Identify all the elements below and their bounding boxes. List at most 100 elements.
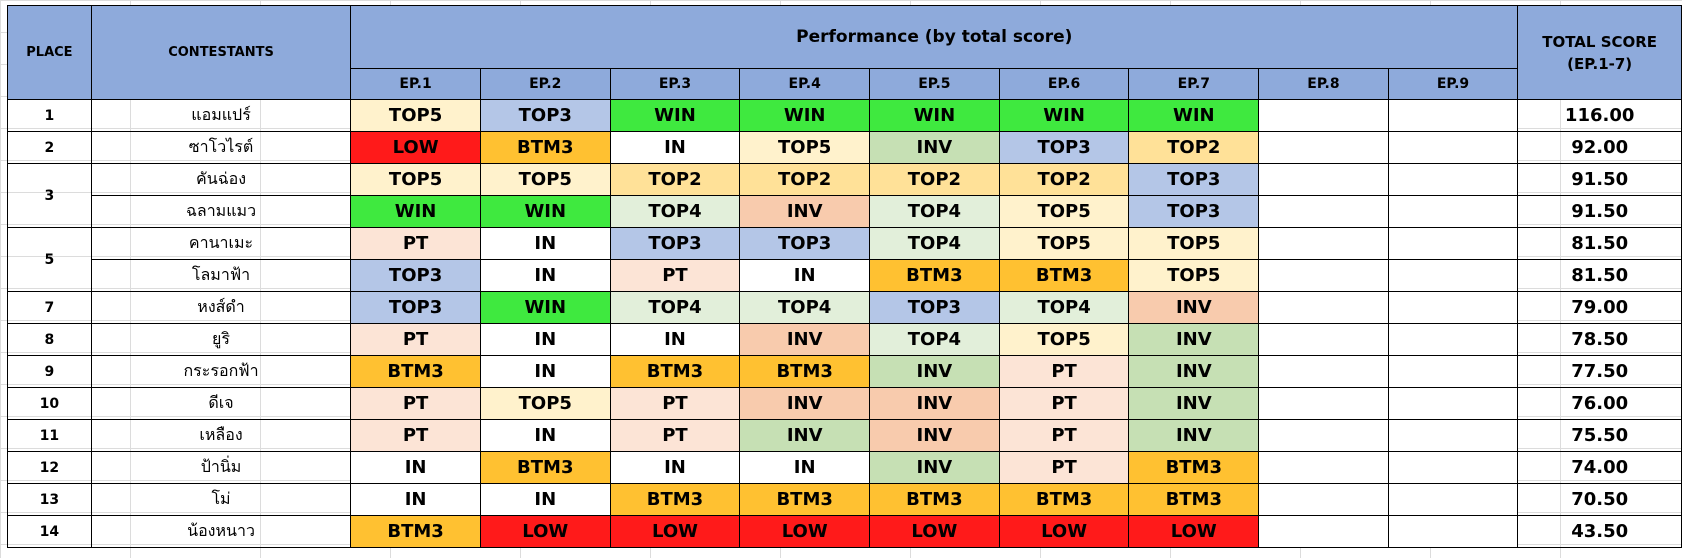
result-cell-ep1: PT (350, 323, 481, 356)
episode-header-2: EP.2 (479, 68, 611, 100)
result-cell-ep1: BTM3 (350, 355, 481, 388)
result-cell-ep4: LOW (739, 515, 871, 548)
result-cell-ep7: INV (1128, 291, 1260, 324)
result-cell-ep5: INV (869, 355, 1000, 388)
table-row: โลมาฟ้า TOP3 IN PT IN BTM3 BTM3 TOP5 81.50 (8, 259, 1682, 292)
total-score-title: TOTAL SCORE (1542, 32, 1658, 51)
result-cell-ep8 (1258, 195, 1389, 228)
contestant-name: ซาโวไรต์ (90, 131, 352, 164)
result-cell-ep3: PT (609, 259, 741, 292)
table-row: 8 ยูริ PT IN IN INV TOP4 TOP5 INV 78.50 (7, 323, 1682, 356)
result-cell-ep1: PT (350, 387, 481, 420)
result-cell-ep7: INV (1128, 387, 1260, 420)
result-cell-ep6: TOP3 (998, 131, 1130, 164)
total-score-cell: 74.00 (1517, 451, 1682, 484)
table-row: 14 น้องหนาว BTM3 LOW LOW LOW LOW LOW LOW 43.50 (7, 515, 1682, 548)
contestant-name: ดีเจ (90, 387, 352, 420)
result-cell-ep8 (1258, 419, 1389, 452)
total-score-cell: 78.50 (1517, 323, 1682, 356)
result-cell-ep9 (1387, 355, 1519, 388)
place-cell: 13 (7, 483, 92, 516)
place-cell: 11 (7, 419, 92, 452)
contestant-name: โม่ (90, 483, 352, 516)
result-cell-ep4: TOP3 (739, 227, 871, 260)
contestant-name: โลมาฟ้า (90, 259, 352, 292)
total-score-cell: 43.50 (1517, 515, 1682, 548)
result-cell-ep8 (1258, 227, 1389, 260)
result-cell-ep7: INV (1128, 323, 1260, 356)
episode-header-5: EP.5 (869, 68, 1000, 100)
total-score-cell: 77.50 (1517, 355, 1682, 388)
result-cell-ep2: IN (479, 323, 611, 356)
contestant-name: น้องหนาว (90, 515, 352, 548)
result-cell-ep9 (1387, 131, 1519, 164)
result-cell-ep6: BTM3 (998, 483, 1130, 516)
result-cell-ep5: TOP4 (869, 227, 1000, 260)
result-cell-ep8 (1258, 515, 1389, 548)
contestant-name: เหลือง (90, 419, 352, 452)
result-cell-ep5: TOP3 (869, 291, 1000, 324)
contestant-name: ฉลามแมว (90, 195, 352, 228)
result-cell-ep6: TOP2 (998, 163, 1130, 196)
result-cell-ep2: IN (479, 483, 611, 516)
result-cell-ep7: BTM3 (1128, 451, 1260, 484)
result-cell-ep9 (1387, 451, 1519, 484)
result-cell-ep9 (1387, 195, 1519, 228)
result-cell-ep6: TOP5 (998, 323, 1130, 356)
results-body: 1 แอมแปร์ TOP5 TOP3 WIN WIN WIN WIN WIN 116.00 2 ซา… (7, 99, 1682, 548)
performance-header: Performance (by total score) (350, 5, 1519, 69)
result-cell-ep5: TOP2 (869, 163, 1000, 196)
result-cell-ep8 (1258, 483, 1389, 516)
total-score-cell: 81.50 (1517, 259, 1682, 292)
place-cell: 5 (7, 227, 92, 292)
total-score-cell: 116.00 (1517, 99, 1682, 132)
episode-header-8: EP.8 (1258, 68, 1389, 100)
result-cell-ep5: LOW (869, 515, 1000, 548)
episode-header-4: EP.4 (739, 68, 871, 100)
place-cell: 8 (7, 323, 92, 356)
result-cell-ep3: IN (609, 323, 741, 356)
result-cell-ep8 (1258, 355, 1389, 388)
result-cell-ep5: TOP4 (869, 195, 1000, 228)
result-cell-ep3: TOP2 (609, 163, 741, 196)
result-cell-ep9 (1387, 323, 1519, 356)
result-cell-ep9 (1387, 515, 1519, 548)
result-cell-ep1: IN (350, 451, 481, 484)
result-cell-ep6: BTM3 (998, 259, 1130, 292)
table-row: 11 เหลือง PT IN PT INV INV PT INV 75.50 (7, 419, 1682, 452)
result-cell-ep3: BTM3 (609, 483, 741, 516)
result-cell-ep7: INV (1128, 355, 1260, 388)
result-cell-ep3: PT (609, 387, 741, 420)
result-cell-ep4: INV (739, 323, 871, 356)
result-cell-ep5: WIN (869, 99, 1000, 132)
total-score-header: TOTAL SCORE (EP.1-7) (1517, 5, 1682, 100)
result-cell-ep4: TOP4 (739, 291, 871, 324)
episode-header-row: EP.1 EP.2 EP.3 EP.4 EP.5 EP.6 EP.7 EP.8 EP.9 (8, 68, 1682, 100)
result-cell-ep2: TOP3 (479, 99, 611, 132)
result-cell-ep6: TOP5 (998, 195, 1130, 228)
place-cell: 2 (7, 131, 92, 164)
table-row: 2 ซาโวไรต์ LOW BTM3 IN TOP5 INV TOP3 TOP2 92.00 (7, 131, 1682, 164)
episode-header-3: EP.3 (609, 68, 741, 100)
contestant-name: คานาเมะ (90, 227, 352, 260)
result-cell-ep6: WIN (998, 99, 1130, 132)
total-score-cell: 81.50 (1517, 227, 1682, 260)
episode-header-6: EP.6 (998, 68, 1130, 100)
result-cell-ep4: BTM3 (739, 483, 871, 516)
table-row: 1 แอมแปร์ TOP5 TOP3 WIN WIN WIN WIN WIN 116.00 (7, 99, 1682, 132)
result-cell-ep1: TOP5 (350, 99, 481, 132)
result-cell-ep1: PT (350, 227, 481, 260)
result-cell-ep7: WIN (1128, 99, 1260, 132)
result-cell-ep3: PT (609, 419, 741, 452)
result-cell-ep4: INV (739, 387, 871, 420)
result-cell-ep7: TOP3 (1128, 195, 1260, 228)
result-cell-ep1: TOP5 (350, 163, 481, 196)
place-cell: 9 (7, 355, 92, 388)
table-row: 12 ป้านิ่ม IN BTM3 IN IN INV PT BTM3 74.00 (7, 451, 1682, 484)
result-cell-ep2: IN (479, 227, 611, 260)
result-cell-ep7: LOW (1128, 515, 1260, 548)
result-cell-ep8 (1258, 387, 1389, 420)
table-row: 5 คานาเมะ PT IN TOP3 TOP3 TOP4 TOP5 TOP5 81.50 (7, 227, 1682, 292)
contestant-name: แอมแปร์ (90, 99, 352, 132)
total-score-cell: 76.00 (1517, 387, 1682, 420)
